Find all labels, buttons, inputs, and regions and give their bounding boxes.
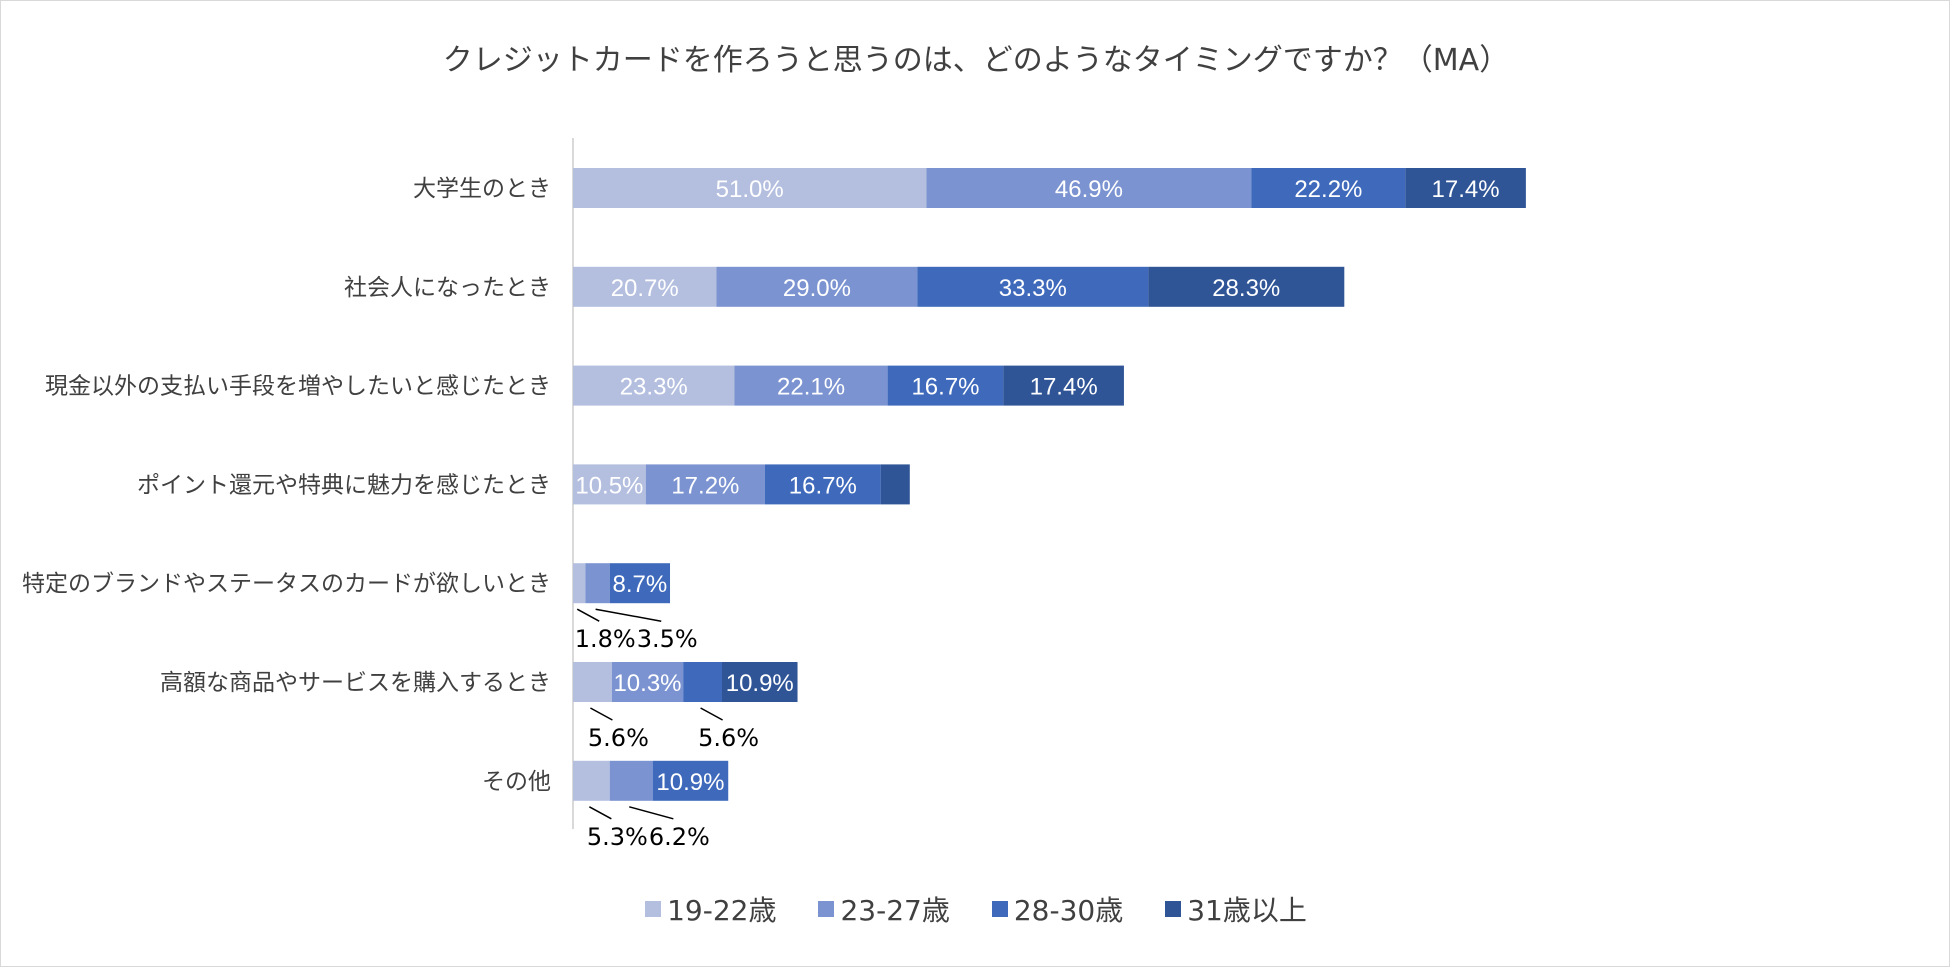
bar-segment (917, 266, 1149, 307)
category-label: ポイント還元や特典に魅力を感じたとき (137, 472, 551, 498)
category-label: 社会人になったとき (344, 275, 551, 301)
category-label: 特定のブランドやステータスのカードが欲しいとき (22, 571, 551, 597)
data-label: 5.3% (587, 823, 648, 851)
bar-segment (573, 563, 586, 604)
category-label: 大学生のとき (413, 176, 551, 202)
data-label: 17.4% (1030, 374, 1098, 401)
bar-segment (683, 662, 722, 702)
bar-segment (734, 365, 888, 406)
data-label: 16.7% (789, 472, 857, 499)
data-label: 16.7% (911, 374, 979, 401)
category-label: その他 (482, 769, 551, 795)
data-label: 51.0% (716, 176, 784, 203)
bar-segment (716, 266, 918, 307)
data-label: 29.0% (783, 275, 851, 302)
bar-segment (573, 365, 735, 406)
bar-segment (573, 464, 646, 505)
bar-segment (652, 760, 729, 801)
bar-segment (1148, 266, 1345, 307)
bar-segment (1251, 168, 1406, 208)
legend-swatch (1165, 901, 1182, 917)
data-label: 10.5% (575, 472, 643, 499)
data-label: 10.3% (613, 670, 681, 697)
bar-segment (611, 662, 684, 702)
bar-segment (585, 563, 610, 604)
bar-segment (880, 464, 910, 505)
data-label: 22.1% (777, 374, 845, 401)
data-label: 33.3% (999, 275, 1067, 302)
legend-item: 31歳以上 (1165, 889, 1307, 929)
data-label: 6.2% (649, 823, 710, 851)
data-label: 17.2% (671, 472, 739, 499)
legend-swatch (991, 901, 1008, 917)
leader-line (595, 608, 662, 622)
bar-segment (721, 662, 798, 702)
legend: 19-22歳 23-27歳 28-30歳 31歳以上 (1, 889, 1950, 929)
legend-item: 19-22歳 (645, 889, 776, 929)
data-label: 8.7% (613, 571, 668, 598)
legend-label: 19-22歳 (667, 894, 777, 927)
legend-swatch (645, 901, 662, 917)
data-label: 22.2% (1294, 176, 1362, 203)
leader-line (589, 806, 612, 820)
data-label: 28.3% (1212, 275, 1280, 302)
data-label: 46.9% (1055, 176, 1123, 203)
data-label: 10.9% (656, 769, 724, 796)
data-label: 3.5% (637, 625, 698, 653)
bar-segment (926, 168, 1252, 208)
legend-label: 31歳以上 (1187, 894, 1307, 927)
bar-segment (1405, 168, 1526, 208)
data-label: 10.9% (726, 670, 794, 697)
data-label: 1.8% (575, 625, 636, 653)
chart-title: クレジットカードを作ろうと思うのは、どのようなタイミングですか？（MA） (442, 43, 1510, 78)
data-label: 5.6% (588, 724, 649, 752)
category-label: 高額な商品やサービスを購入するとき (160, 670, 551, 696)
bar-segment (609, 760, 653, 801)
bar-segment (764, 464, 881, 505)
legend-item: 23-27歳 (818, 889, 950, 929)
bar-segment (887, 365, 1004, 406)
data-label: 17.4% (1432, 176, 1500, 203)
legend-label: 23-27歳 (840, 894, 950, 927)
bar-segment (645, 464, 765, 505)
bar-segment (573, 662, 612, 702)
legend-item: 28-30歳 (991, 889, 1124, 929)
bar-segment (573, 168, 927, 208)
bar-segment (1003, 365, 1124, 406)
leader-line (576, 608, 600, 622)
legend-label: 28-30歳 (1013, 894, 1124, 927)
leader-line (700, 707, 723, 721)
category-label: 現金以外の支払い手段を増やしたいと感じたとき (45, 374, 551, 400)
data-label: 5.6% (698, 724, 759, 752)
bar-segment (573, 760, 610, 801)
bar-segment (609, 563, 671, 604)
bar-segment (573, 266, 717, 307)
data-label: 20.7% (611, 275, 679, 302)
leader-line (590, 707, 613, 721)
leader-line (629, 806, 674, 820)
data-label: 23.3% (620, 374, 688, 401)
legend-swatch (818, 901, 835, 917)
